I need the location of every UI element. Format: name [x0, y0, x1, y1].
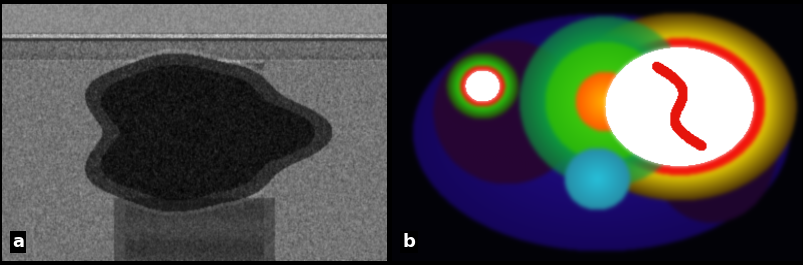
Text: b: b: [402, 233, 415, 251]
Text: a: a: [12, 233, 24, 251]
